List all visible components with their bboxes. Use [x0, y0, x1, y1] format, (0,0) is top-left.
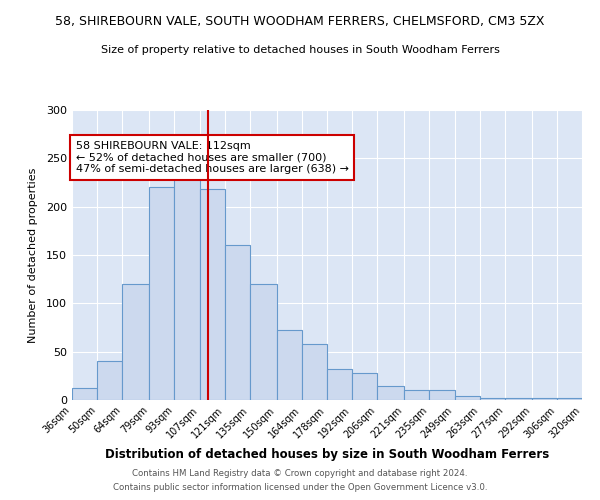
Text: Contains public sector information licensed under the Open Government Licence v3: Contains public sector information licen… [113, 484, 487, 492]
Text: Size of property relative to detached houses in South Woodham Ferrers: Size of property relative to detached ho… [101, 45, 499, 55]
Bar [149, 188, 175, 400]
Text: 58, SHIREBOURN VALE, SOUTH WOODHAM FERRERS, CHELMSFORD, CM3 5ZX: 58, SHIREBOURN VALE, SOUTH WOODHAM FERRE… [55, 15, 545, 28]
Bar [327, 369, 352, 400]
Bar [479, 398, 505, 400]
Y-axis label: Number of detached properties: Number of detached properties [28, 168, 38, 342]
Text: Contains HM Land Registry data © Crown copyright and database right 2024.: Contains HM Land Registry data © Crown c… [132, 468, 468, 477]
Bar [250, 284, 277, 400]
Bar [532, 398, 557, 400]
Bar [302, 344, 327, 400]
Bar [557, 398, 582, 400]
Bar [199, 190, 224, 400]
Bar [72, 388, 97, 400]
Bar [455, 396, 479, 400]
Text: 58 SHIREBOURN VALE: 112sqm
← 52% of detached houses are smaller (700)
47% of sem: 58 SHIREBOURN VALE: 112sqm ← 52% of deta… [76, 141, 349, 174]
Bar [404, 390, 430, 400]
Bar [505, 398, 532, 400]
Bar [175, 176, 199, 400]
Bar [377, 386, 404, 400]
Bar [224, 246, 250, 400]
Bar [122, 284, 149, 400]
X-axis label: Distribution of detached houses by size in South Woodham Ferrers: Distribution of detached houses by size … [105, 448, 549, 461]
Bar [430, 390, 455, 400]
Bar [277, 330, 302, 400]
Bar [352, 373, 377, 400]
Bar [97, 362, 122, 400]
